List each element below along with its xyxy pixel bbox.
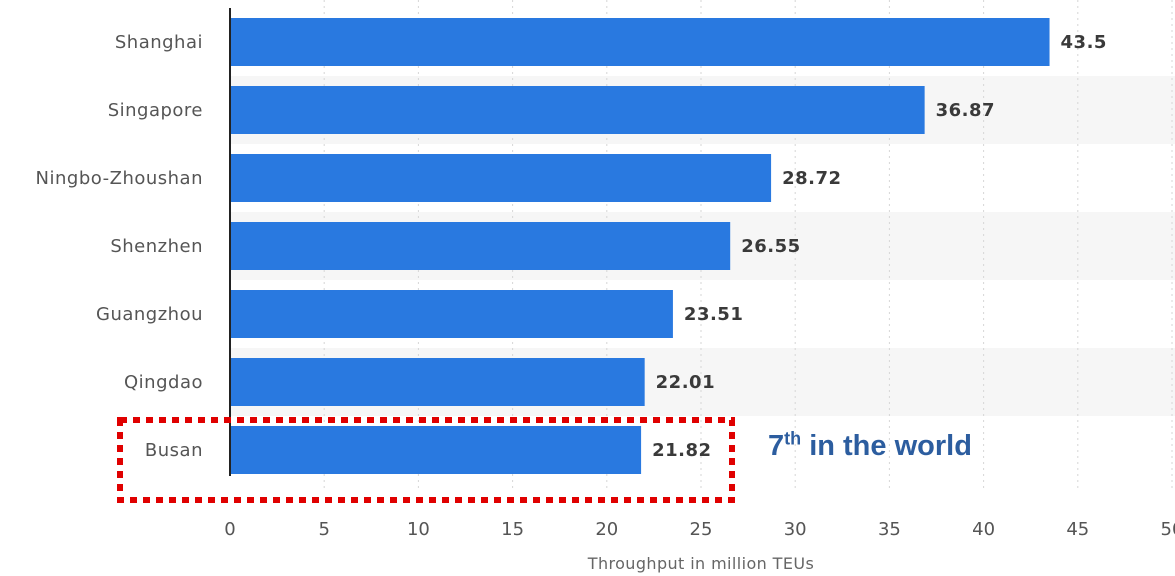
value-label: 28.72: [782, 168, 841, 189]
category-label: Guangzhou: [96, 304, 203, 325]
value-label: 26.55: [741, 236, 800, 257]
x-tick-label: 10: [407, 519, 430, 540]
x-tick-label: 25: [690, 519, 713, 540]
x-tick-label: 45: [1066, 519, 1089, 540]
category-label: Ningbo-Zhoushan: [36, 168, 203, 189]
x-tick-label: 15: [501, 519, 524, 540]
bar: [230, 154, 772, 202]
x-tick-label: 20: [595, 519, 618, 540]
x-tick-label: 5: [318, 519, 329, 540]
bar: [230, 18, 1050, 66]
highlight-box: [117, 417, 735, 503]
x-axis-title: Throughput in million TEUs: [587, 554, 814, 573]
rank-number: 7: [768, 430, 785, 462]
bars: [230, 18, 1050, 474]
x-tick-label: 30: [784, 519, 807, 540]
category-label: Singapore: [108, 100, 203, 121]
rank-text: in the world: [801, 430, 972, 462]
value-label: 23.51: [684, 304, 743, 325]
value-label: 22.01: [656, 372, 715, 393]
bar: [230, 426, 642, 474]
bar: [230, 222, 731, 270]
x-tick-label: 0: [224, 519, 235, 540]
x-tick-label: 40: [972, 519, 995, 540]
value-labels: 43.5 36.87 28.72 26.55 23.51 22.01 21.82: [652, 32, 1107, 461]
value-label: 36.87: [936, 100, 995, 121]
category-labels: Shanghai Singapore Ningbo-Zhoushan Shenzhen…: [36, 32, 203, 461]
category-label: Shanghai: [115, 32, 203, 53]
category-label: Qingdao: [124, 372, 203, 393]
bar: [230, 290, 673, 338]
bar: [230, 358, 645, 406]
x-tick-label: 50: [1161, 519, 1175, 540]
x-tick-label: 35: [878, 519, 901, 540]
bar: [230, 86, 925, 134]
category-label: Busan: [145, 440, 203, 461]
value-label: 21.82: [652, 440, 711, 461]
category-label: Shenzhen: [110, 236, 203, 257]
rank-annotation: 7th in the world: [768, 428, 972, 463]
rank-suffix: th: [784, 428, 802, 449]
x-tick-labels: 0 5 10 15 20 25 30 35 40 45 50: [224, 519, 1175, 540]
value-label: 43.5: [1061, 32, 1107, 53]
